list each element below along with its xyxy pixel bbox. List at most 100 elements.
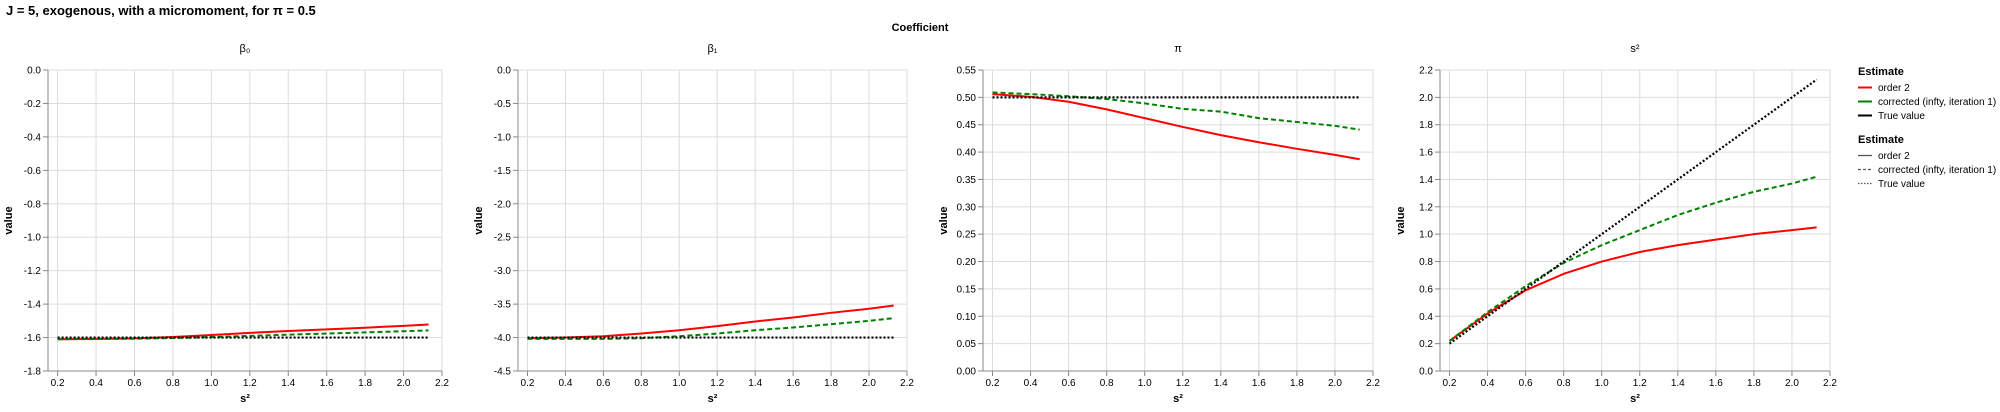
x-tick-label: 1.6 [1709, 378, 1723, 389]
x-tick-label: 0.6 [596, 378, 610, 389]
x-tick-label: 0.8 [634, 378, 648, 389]
facet-header: Coefficient [892, 22, 949, 34]
x-tick-label: 1.4 [748, 378, 762, 389]
y-tick-label: -1.5 [494, 166, 512, 177]
y-tick-label: 0.50 [957, 93, 977, 104]
panel-title: π [1174, 43, 1182, 55]
y-tick-label: -1.8 [24, 367, 42, 378]
y-tick-label: 0.45 [957, 120, 977, 131]
x-tick-label: 1.0 [1138, 378, 1152, 389]
x-tick-label: 1.6 [1252, 378, 1266, 389]
plot-frame [1439, 69, 1831, 372]
y-tick-label: 1.4 [1419, 175, 1433, 186]
x-tick-label: 2.2 [435, 378, 449, 389]
x-tick-label: 0.2 [1443, 378, 1457, 389]
legend-title: Estimate [1858, 134, 1904, 146]
x-tick-label: 0.8 [166, 378, 180, 389]
y-tick-label: 2.0 [1419, 93, 1433, 104]
x-tick-label: 1.2 [243, 378, 257, 389]
x-tick-label: 1.4 [1214, 378, 1228, 389]
y-axis-label: value [938, 206, 950, 234]
y-tick-label: 0.55 [957, 66, 977, 77]
x-tick-label: 2.2 [900, 378, 914, 389]
x-tick-label: 1.2 [1176, 378, 1190, 389]
x-tick-label: 2.0 [1785, 378, 1799, 389]
x-tick-label: 0.8 [1557, 378, 1571, 389]
legend-label: corrected (infty, iteration 1) [1878, 97, 1996, 108]
series-line-corrected [1448, 175, 1817, 342]
y-tick-label: -1.2 [24, 266, 42, 277]
x-axis-label: s² [240, 393, 250, 405]
y-axis-label: value [3, 206, 15, 234]
panel-2: β₁ -4.5 -4.0 -3.5 -3.0 -2.5 -2.0 -1.5 -1.0 -0.5 0.… [473, 43, 914, 405]
x-axis-label: s² [1630, 393, 1640, 405]
legend-label: order 2 [1878, 83, 1910, 94]
legend-label: order 2 [1878, 151, 1910, 162]
x-tick-label: 0.4 [558, 378, 572, 389]
y-tick-label: 0.0 [27, 66, 41, 77]
series-line-corrected [57, 329, 429, 341]
x-tick-label: 1.0 [672, 378, 686, 389]
x-tick-label: 1.2 [710, 378, 724, 389]
y-tick-label: -1.4 [24, 300, 42, 311]
y-tick-label: -1.0 [24, 233, 42, 244]
y-tick-label: 0.20 [957, 257, 977, 268]
x-tick-label: 2.0 [397, 378, 411, 389]
x-tick-label: 0.4 [1481, 378, 1495, 389]
x-tick-label: 0.8 [1100, 378, 1114, 389]
series-line-order-2 [992, 93, 1360, 161]
y-tick-label: 0.15 [957, 284, 977, 295]
y-tick-label: 0.25 [957, 230, 977, 241]
chart-panels: β₀ -1.8 -1.6 -1.4 -1.2 -1.0 -0.8 -0.6 -0.4 -0.2 0.… [3, 43, 1837, 405]
series-line-order-2 [1448, 226, 1817, 342]
panel-1: β₀ -1.8 -1.6 -1.4 -1.2 -1.0 -0.8 -0.6 -0.4 -0.2 0.… [3, 43, 449, 405]
legend-label: True value [1878, 179, 1925, 190]
y-tick-label: 0.10 [957, 312, 977, 323]
y-tick-label: 0.35 [957, 175, 977, 186]
x-tick-label: 1.8 [1290, 378, 1304, 389]
y-axis-label: value [1395, 206, 1407, 234]
y-tick-label: -4.5 [494, 367, 512, 378]
y-tick-label: -3.0 [494, 266, 512, 277]
y-tick-label: 2.2 [1419, 66, 1433, 77]
x-tick-label: 0.4 [1024, 378, 1038, 389]
x-tick-label: 1.0 [1595, 378, 1609, 389]
x-tick-label: 0.6 [1519, 378, 1533, 389]
page-title: J = 5, exogenous, with a micromoment, fo… [6, 3, 316, 18]
y-tick-label: -2.0 [494, 199, 512, 210]
x-axis-label: s² [1173, 393, 1183, 405]
y-tick-label: 0.00 [957, 367, 977, 378]
x-tick-label: 0.6 [1062, 378, 1076, 389]
y-tick-label: 0.4 [1419, 312, 1433, 323]
y-tick-label: -0.6 [24, 166, 42, 177]
x-tick-label: 1.4 [1671, 378, 1685, 389]
x-tick-label: 1.8 [1747, 378, 1761, 389]
legend-label: corrected (infty, iteration 1) [1878, 165, 1996, 176]
y-tick-label: -0.2 [24, 99, 42, 110]
legend-title: Estimate [1858, 66, 1904, 78]
x-axis-label: s² [708, 393, 718, 405]
y-tick-label: 1.6 [1419, 148, 1433, 159]
x-tick-label: 2.0 [862, 378, 876, 389]
y-tick-label: 1.0 [1419, 230, 1433, 241]
y-tick-label: 0.8 [1419, 257, 1433, 268]
series-line-order-2 [527, 304, 894, 340]
panel-title: β₁ [707, 43, 717, 55]
y-tick-label: -3.5 [494, 300, 512, 311]
y-tick-label: 0.30 [957, 202, 977, 213]
legend-label: True value [1878, 111, 1925, 122]
plot-frame [982, 69, 1374, 372]
y-tick-label: 0.0 [497, 66, 511, 77]
x-tick-label: 0.2 [51, 378, 65, 389]
y-tick-label: -0.5 [494, 99, 512, 110]
panel-title: β₀ [240, 43, 251, 55]
x-tick-label: 0.2 [986, 378, 1000, 389]
series-line-corrected [527, 317, 894, 340]
y-tick-label: -2.5 [494, 233, 512, 244]
x-tick-label: 1.4 [281, 378, 295, 389]
y-tick-label: 1.2 [1419, 202, 1433, 213]
y-axis-label: value [473, 206, 485, 234]
y-tick-label: -0.8 [24, 199, 42, 210]
y-tick-label: 0.0 [1419, 367, 1433, 378]
